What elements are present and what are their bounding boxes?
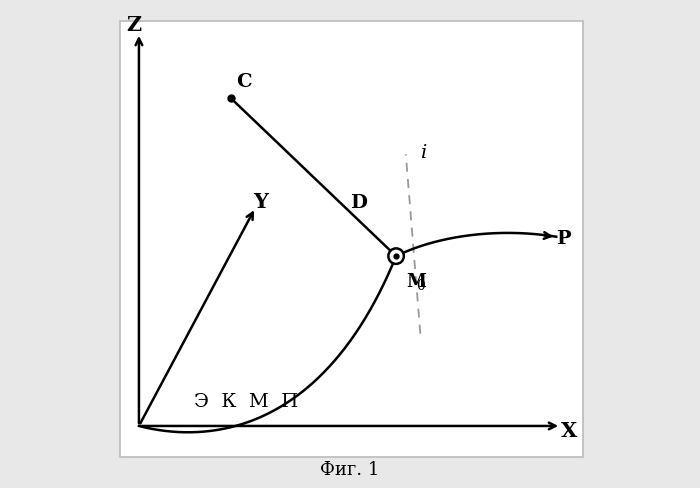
Text: Фиг. 1: Фиг. 1 xyxy=(321,461,379,479)
Text: X: X xyxy=(561,421,577,441)
Text: i: i xyxy=(421,143,426,162)
Text: M: M xyxy=(406,273,426,291)
Text: Э  К  М  П: Э К М П xyxy=(194,393,298,411)
Text: Z: Z xyxy=(127,15,141,35)
Text: P: P xyxy=(556,230,570,248)
Text: 0: 0 xyxy=(416,279,425,293)
Text: Y: Y xyxy=(253,192,268,212)
Text: C: C xyxy=(236,73,251,91)
Text: D: D xyxy=(350,194,367,212)
Circle shape xyxy=(389,248,404,264)
